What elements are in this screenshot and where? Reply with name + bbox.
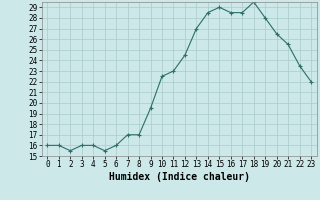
X-axis label: Humidex (Indice chaleur): Humidex (Indice chaleur) [109,172,250,182]
